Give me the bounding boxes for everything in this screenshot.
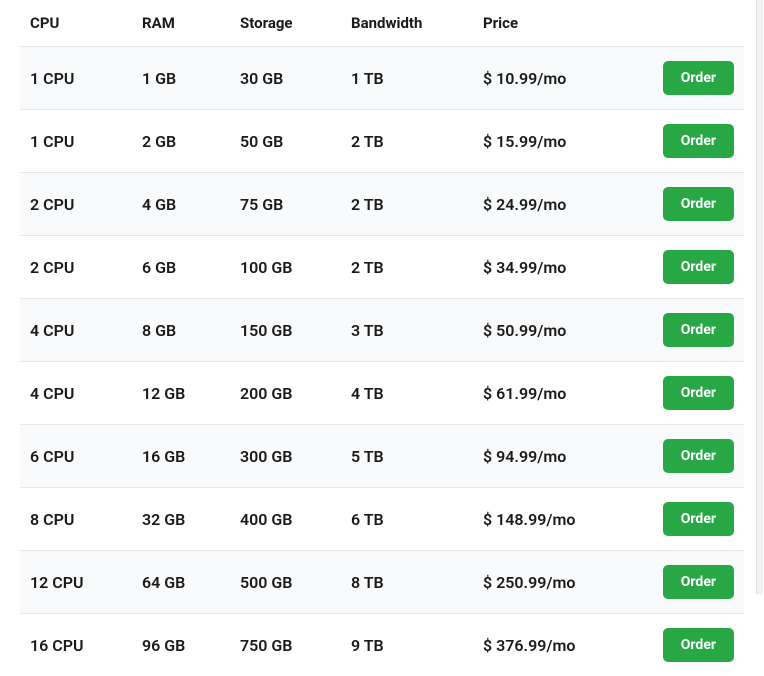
cell-price: $ 50.99/mo: [473, 299, 628, 362]
cell-storage: 75 GB: [230, 173, 341, 236]
order-button[interactable]: Order: [663, 439, 734, 473]
cell-storage: 400 GB: [230, 488, 341, 551]
cell-ram: 32 GB: [132, 488, 230, 551]
cell-bandwidth: 2 TB: [341, 110, 473, 173]
cell-cpu: 6 CPU: [20, 425, 132, 488]
order-button[interactable]: Order: [663, 124, 734, 158]
cell-storage: 500 GB: [230, 551, 341, 614]
cell-storage: 50 GB: [230, 110, 341, 173]
cell-price: $ 24.99/mo: [473, 173, 628, 236]
cell-ram: 16 GB: [132, 425, 230, 488]
table-row: 6 CPU16 GB300 GB5 TB$ 94.99/mo Order: [20, 425, 744, 488]
cell-ram: 6 GB: [132, 236, 230, 299]
cell-storage: 30 GB: [230, 47, 341, 110]
column-header-ram: RAM: [132, 0, 230, 47]
table-row: 2 CPU4 GB75 GB2 TB$ 24.99/mo Order: [20, 173, 744, 236]
pricing-table: CPU RAM Storage Bandwidth Price 1 CPU1 G…: [20, 0, 744, 676]
cell-ram: 8 GB: [132, 299, 230, 362]
cell-order: Order: [628, 110, 744, 173]
table-row: 1 CPU1 GB30 GB1 TB$ 10.99/mo Order: [20, 47, 744, 110]
cell-storage: 150 GB: [230, 299, 341, 362]
order-button[interactable]: Order: [663, 61, 734, 95]
order-button[interactable]: Order: [663, 376, 734, 410]
table-row: 8 CPU32 GB400 GB6 TB$ 148.99/mo Order: [20, 488, 744, 551]
cell-order: Order: [628, 173, 744, 236]
column-header-bandwidth: Bandwidth: [341, 0, 473, 47]
cell-bandwidth: 8 TB: [341, 551, 473, 614]
table-row: 4 CPU8 GB150 GB3 TB$ 50.99/mo Order: [20, 299, 744, 362]
cell-order: Order: [628, 236, 744, 299]
table-row: 12 CPU64 GB500 GB8 TB$ 250.99/moOrder: [20, 551, 744, 614]
pricing-table-container: CPU RAM Storage Bandwidth Price 1 CPU1 G…: [0, 0, 764, 676]
cell-ram: 12 GB: [132, 362, 230, 425]
column-header-price: Price: [473, 0, 628, 47]
cell-bandwidth: 3 TB: [341, 299, 473, 362]
cell-storage: 100 GB: [230, 236, 341, 299]
cell-ram: 4 GB: [132, 173, 230, 236]
cell-ram: 2 GB: [132, 110, 230, 173]
cell-price: $ 376.99/mo: [473, 614, 628, 676]
column-header-order: [628, 0, 744, 47]
cell-bandwidth: 6 TB: [341, 488, 473, 551]
order-button[interactable]: Order: [663, 187, 734, 221]
order-button[interactable]: Order: [663, 628, 734, 662]
column-header-storage: Storage: [230, 0, 341, 47]
cell-bandwidth: 2 TB: [341, 236, 473, 299]
cell-storage: 750 GB: [230, 614, 341, 676]
cell-order: Order: [628, 551, 744, 614]
table-row: 4 CPU12 GB200 GB4 TB$ 61.99/mo Order: [20, 362, 744, 425]
cell-cpu: 16 CPU: [20, 614, 132, 676]
cell-cpu: 4 CPU: [20, 299, 132, 362]
cell-cpu: 8 CPU: [20, 488, 132, 551]
cell-cpu: 12 CPU: [20, 551, 132, 614]
cell-bandwidth: 5 TB: [341, 425, 473, 488]
cell-order: Order: [628, 362, 744, 425]
cell-price: $ 148.99/mo: [473, 488, 628, 551]
cell-ram: 1 GB: [132, 47, 230, 110]
cell-ram: 64 GB: [132, 551, 230, 614]
cell-storage: 300 GB: [230, 425, 341, 488]
cell-order: Order: [628, 47, 744, 110]
cell-price: $ 10.99/mo: [473, 47, 628, 110]
cell-cpu: 2 CPU: [20, 173, 132, 236]
cell-price: $ 250.99/mo: [473, 551, 628, 614]
table-row: 2 CPU6 GB100 GB2 TB$ 34.99/mo Order: [20, 236, 744, 299]
scrollbar-track[interactable]: [756, 0, 763, 594]
cell-bandwidth: 4 TB: [341, 362, 473, 425]
order-button[interactable]: Order: [663, 313, 734, 347]
table-row: 1 CPU2 GB50 GB2 TB$ 15.99/mo Order: [20, 110, 744, 173]
cell-bandwidth: 9 TB: [341, 614, 473, 676]
cell-bandwidth: 2 TB: [341, 173, 473, 236]
cell-cpu: 1 CPU: [20, 110, 132, 173]
cell-storage: 200 GB: [230, 362, 341, 425]
cell-order: Order: [628, 299, 744, 362]
cell-price: $ 15.99/mo: [473, 110, 628, 173]
table-row: 16 CPU96 GB750 GB9 TB$ 376.99/mo Order: [20, 614, 744, 676]
order-button[interactable]: Order: [663, 250, 734, 284]
cell-price: $ 34.99/mo: [473, 236, 628, 299]
cell-price: $ 94.99/mo: [473, 425, 628, 488]
cell-cpu: 4 CPU: [20, 362, 132, 425]
cell-order: Order: [628, 488, 744, 551]
cell-price: $ 61.99/mo: [473, 362, 628, 425]
column-header-cpu: CPU: [20, 0, 132, 47]
table-header-row: CPU RAM Storage Bandwidth Price: [20, 0, 744, 47]
cell-bandwidth: 1 TB: [341, 47, 473, 110]
cell-cpu: 1 CPU: [20, 47, 132, 110]
cell-order: Order: [628, 425, 744, 488]
cell-ram: 96 GB: [132, 614, 230, 676]
cell-order: Order: [628, 614, 744, 676]
cell-cpu: 2 CPU: [20, 236, 132, 299]
order-button[interactable]: Order: [663, 502, 734, 536]
